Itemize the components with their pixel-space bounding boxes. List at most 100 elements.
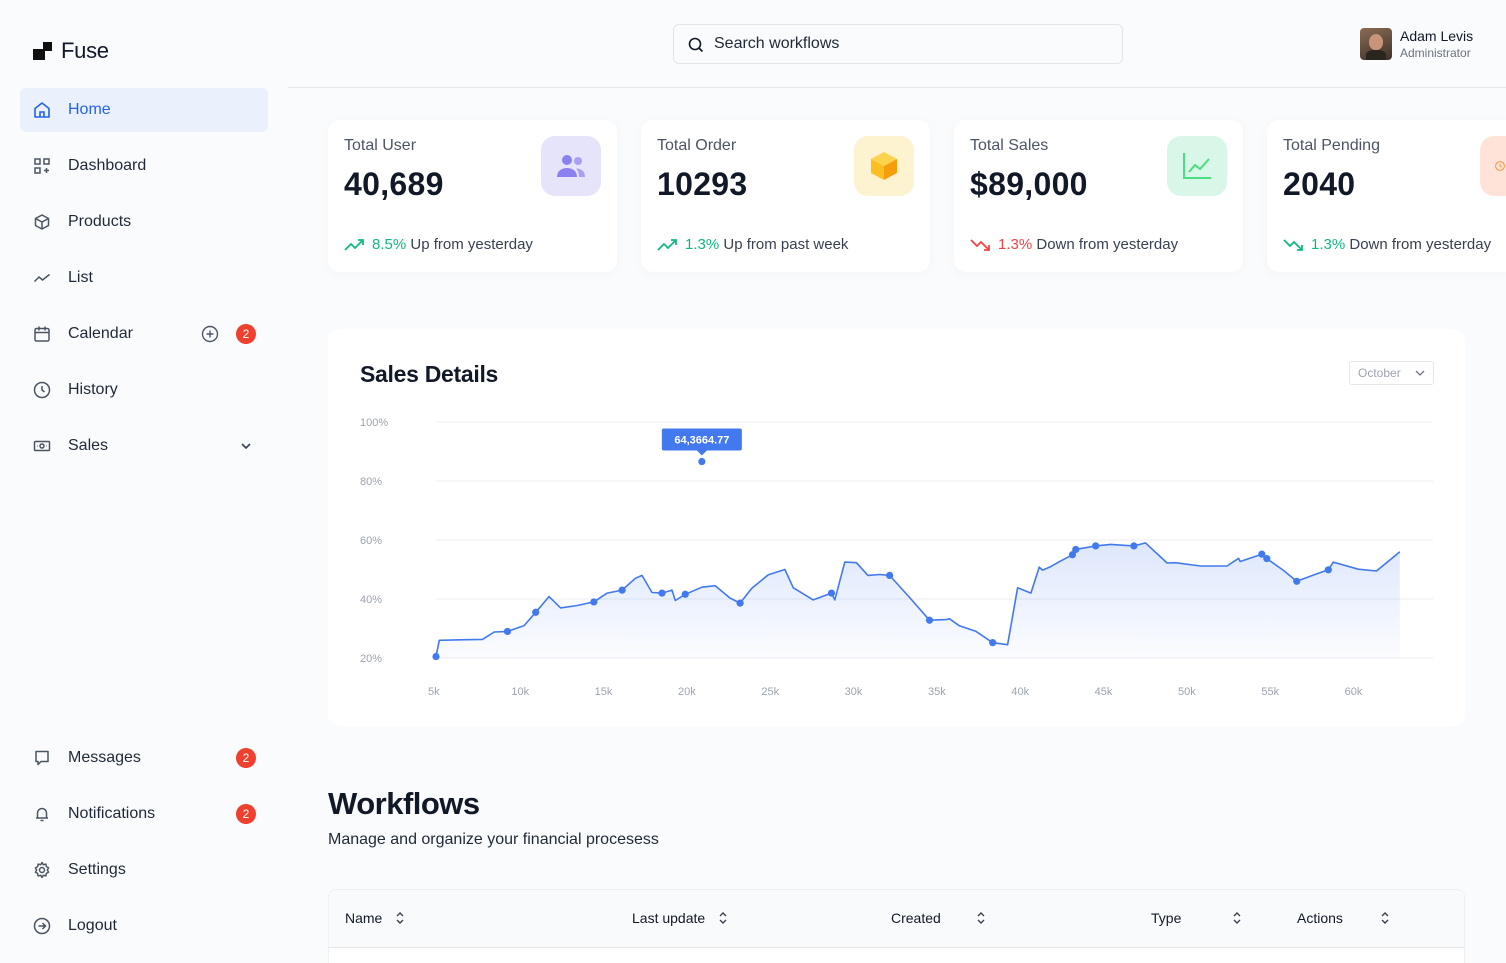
- cash-icon: [33, 440, 51, 452]
- sales-area: [436, 542, 1400, 658]
- sort-icon: [977, 912, 985, 924]
- logo[interactable]: Fuse: [33, 38, 109, 64]
- x-tick-label: 15k: [595, 686, 613, 698]
- y-tick-label: 100%: [360, 417, 388, 429]
- avatar[interactable]: [1360, 28, 1392, 60]
- stat-trend-text: Down from yesterday: [1036, 236, 1179, 253]
- message-icon: [35, 750, 49, 766]
- data-point[interactable]: [925, 616, 934, 624]
- stat-card-total-pending: Total Pending 2040 1.3% Down from yester…: [1267, 120, 1506, 272]
- column-label: Name: [345, 910, 383, 926]
- sort-icon: [1381, 912, 1389, 924]
- stat-card-total-sales: Total Sales $89,000 1.3% Down from yeste…: [954, 120, 1243, 272]
- stat-percent: 8.5%: [372, 236, 407, 253]
- sidebar-item-home[interactable]: Home: [20, 88, 268, 132]
- sort-icon: [396, 912, 404, 924]
- chart-title: Sales Details: [360, 361, 499, 387]
- tooltip-label: 64,3664.77: [674, 435, 729, 447]
- add-circle-icon[interactable]: [201, 325, 219, 343]
- x-tick-label: 45k: [1095, 686, 1113, 698]
- data-point[interactable]: [1293, 577, 1301, 585]
- data-point[interactable]: [736, 599, 744, 607]
- data-point[interactable]: [658, 589, 666, 597]
- sidebar: Fuse Home Dashboard Products List Calend…: [0, 0, 288, 963]
- data-point[interactable]: [590, 598, 598, 606]
- search-box[interactable]: [673, 24, 1123, 64]
- column-header-last-update[interactable]: Last update: [632, 910, 727, 926]
- data-point[interactable]: [432, 652, 440, 661]
- notifications-badge: 2: [236, 804, 256, 824]
- month-select[interactable]: October: [1349, 361, 1434, 385]
- sidebar-item-sales[interactable]: Sales: [20, 424, 268, 468]
- trend-up-icon: [657, 238, 677, 251]
- stat-trend-text: Up from past week: [723, 236, 849, 253]
- stat-icon-box: [1167, 136, 1227, 196]
- y-tick-label: 80%: [360, 476, 382, 488]
- sidebar-item-label: Notifications: [68, 805, 156, 822]
- sidebar-item-products[interactable]: Products: [20, 200, 268, 244]
- column-label: Created: [891, 910, 941, 926]
- stat-trend: 8.5% Up from yesterday: [344, 236, 533, 253]
- trend-down-icon: [970, 238, 990, 251]
- line-chart-icon: [1183, 153, 1211, 179]
- column-header-name[interactable]: Name: [345, 910, 404, 926]
- sidebar-item-settings[interactable]: Settings: [20, 848, 268, 892]
- trend-line-icon: [33, 273, 50, 283]
- data-point[interactable]: [1072, 545, 1080, 554]
- data-point[interactable]: [1258, 550, 1266, 558]
- data-point[interactable]: [827, 589, 836, 597]
- grid-icon: [34, 158, 50, 174]
- data-point[interactable]: [618, 586, 626, 594]
- data-point[interactable]: [1092, 542, 1100, 550]
- x-tick-label: 20k: [678, 686, 696, 698]
- sales-chart: 100% 80% 60% 40% 20% 5k 10k 15k 20k 25k 30k 35k 40k…: [360, 417, 1433, 698]
- sidebar-item-logout[interactable]: Logout: [20, 904, 268, 948]
- stat-trend-text: Down from yesterday: [1349, 236, 1492, 253]
- data-point[interactable]: [681, 590, 689, 598]
- workflows-title: Workflows: [328, 786, 480, 821]
- chevron-down-icon[interactable]: [240, 441, 252, 451]
- sidebar-item-label: Settings: [68, 861, 126, 878]
- stat-trend-text: Up from yesterday: [410, 236, 533, 253]
- data-point[interactable]: [503, 627, 512, 636]
- stat-percent: 1.3%: [1311, 236, 1346, 253]
- column-header-actions[interactable]: Actions: [1297, 910, 1389, 926]
- y-tick-label: 40%: [360, 594, 382, 606]
- bell-icon: [36, 807, 48, 822]
- sidebar-item-label: Sales: [68, 437, 109, 454]
- sidebar-item-history[interactable]: History: [20, 368, 268, 412]
- sidebar-item-dashboard[interactable]: Dashboard: [20, 144, 268, 188]
- column-label: Type: [1151, 910, 1182, 926]
- sidebar-item-label: Logout: [68, 917, 117, 934]
- sidebar-item-label: Products: [68, 213, 132, 230]
- x-tick-label: 50k: [1178, 686, 1196, 698]
- x-tick-label: 10k: [511, 686, 529, 698]
- data-point[interactable]: [1130, 542, 1138, 550]
- user-profile[interactable]: Adam Levis Administrator: [1360, 28, 1473, 61]
- data-point[interactable]: [1324, 566, 1332, 574]
- stat-value: $89,000: [970, 166, 1088, 202]
- sidebar-item-label: Messages: [68, 749, 141, 766]
- data-point[interactable]: [989, 639, 997, 647]
- column-label: Last update: [632, 910, 706, 926]
- x-tick-label: 60k: [1345, 686, 1363, 698]
- highlighted-point[interactable]: [698, 457, 706, 466]
- x-tick-label: 40k: [1011, 686, 1029, 698]
- tooltip-box: [661, 428, 742, 451]
- data-point[interactable]: [1263, 554, 1271, 563]
- user-role: Administrator: [1400, 46, 1471, 60]
- search-input[interactable]: [714, 25, 1104, 63]
- user-name: Adam Levis: [1400, 28, 1474, 44]
- sidebar-item-list[interactable]: List: [20, 256, 268, 300]
- sidebar-item-messages[interactable]: Messages 2: [20, 736, 268, 780]
- column-header-type[interactable]: Type: [1151, 910, 1241, 926]
- chevron-down-icon: [1415, 370, 1425, 376]
- data-point[interactable]: [532, 608, 540, 616]
- stat-value: 10293: [657, 166, 748, 202]
- sidebar-item-calendar[interactable]: Calendar 2: [20, 312, 268, 356]
- data-point[interactable]: [1068, 551, 1077, 559]
- data-point[interactable]: [886, 571, 894, 579]
- x-tick-label: 30k: [845, 686, 863, 698]
- column-header-created[interactable]: Created: [891, 910, 985, 926]
- sidebar-item-notifications[interactable]: Notifications 2: [20, 792, 268, 836]
